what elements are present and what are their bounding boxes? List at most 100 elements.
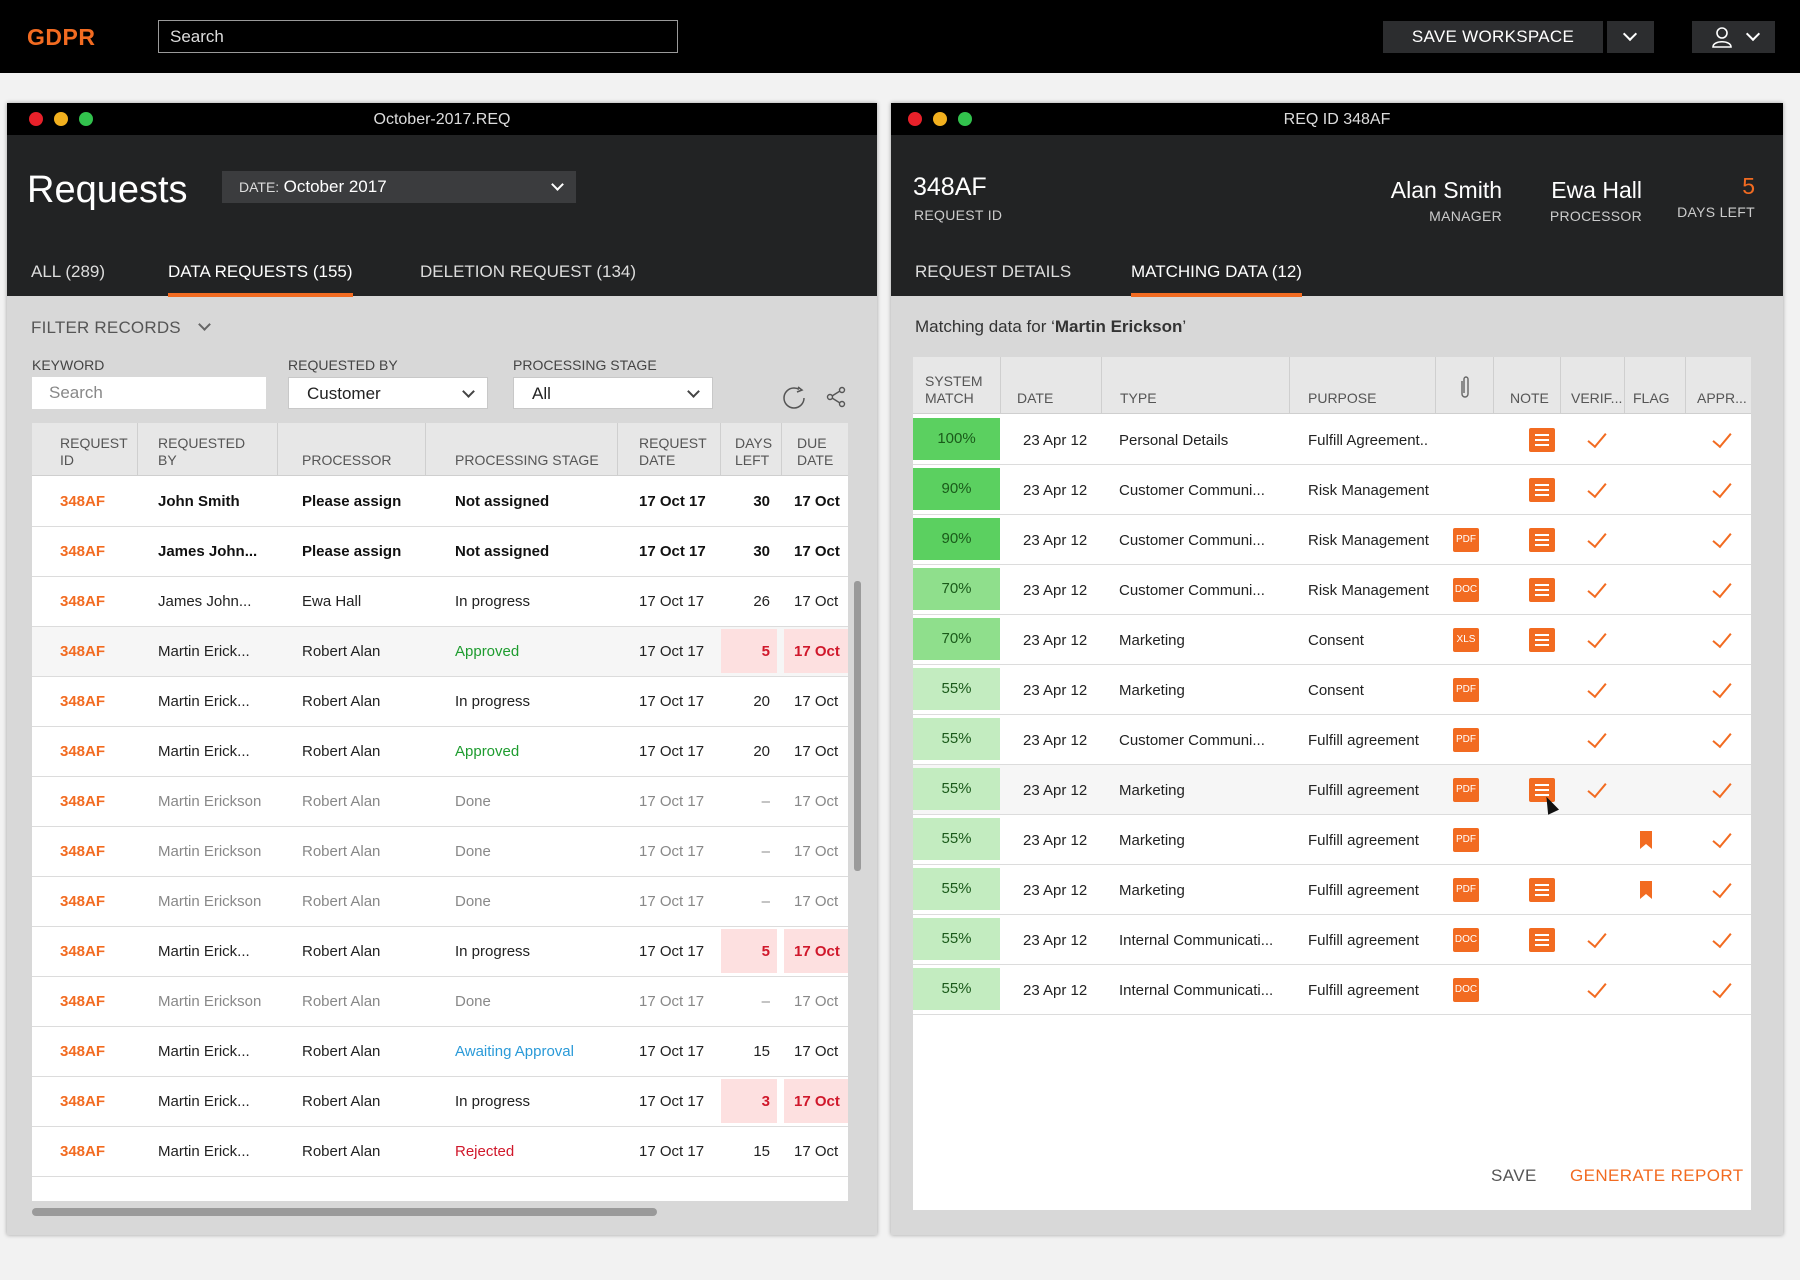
col-requested-by[interactable]: REQUESTED BY xyxy=(158,435,246,468)
table-row[interactable]: 100% 23 Apr 12 Personal Details Fulfill Agr… xyxy=(913,415,1751,465)
share-icon[interactable] xyxy=(824,385,848,409)
request-id-cell[interactable]: 348AF xyxy=(60,943,106,960)
file-pdf-icon[interactable]: PDF xyxy=(1453,678,1479,702)
table-row[interactable]: 348AF James John... Please assign Not assig… xyxy=(32,527,848,577)
request-id-cell[interactable]: 348AF xyxy=(60,643,106,660)
file-pdf-icon[interactable]: PDF xyxy=(1453,728,1479,752)
col-processing-stage[interactable]: PROCESSING STAGE xyxy=(455,452,599,468)
flag-icon[interactable] xyxy=(1640,881,1652,899)
col-type[interactable]: TYPE xyxy=(1120,390,1157,406)
table-row[interactable]: 348AF Martin Erickson Robert Alan Done 17 Oc… xyxy=(32,977,848,1027)
table-row[interactable]: 348AF Martin Erickson Robert Alan Done 17 Oc… xyxy=(32,777,848,827)
file-doc-icon[interactable]: DOC xyxy=(1453,978,1479,1002)
filter-records-toggle[interactable]: FILTER RECORDS xyxy=(31,318,211,338)
file-xls-icon[interactable]: XLS xyxy=(1453,628,1479,652)
verified-check-icon[interactable] xyxy=(1587,577,1607,599)
request-id-cell[interactable]: 348AF xyxy=(60,543,106,560)
request-id-cell[interactable]: 348AF xyxy=(60,1143,106,1160)
file-pdf-icon[interactable]: PDF xyxy=(1453,778,1479,802)
verified-check-icon[interactable] xyxy=(1587,677,1607,699)
table-row[interactable]: 348AF John Smith Please assign Not assigned… xyxy=(32,477,848,527)
note-icon[interactable] xyxy=(1529,528,1555,552)
global-search-input[interactable]: Search xyxy=(158,20,678,53)
approved-check-icon[interactable] xyxy=(1712,627,1732,649)
flag-icon[interactable] xyxy=(1640,831,1652,849)
table-row[interactable]: 90% 23 Apr 12 Customer Communi... Risk Mana… xyxy=(913,465,1751,515)
verified-check-icon[interactable] xyxy=(1587,627,1607,649)
verified-check-icon[interactable] xyxy=(1587,977,1607,999)
save-workspace-button[interactable]: SAVE WORKSPACE xyxy=(1383,21,1603,53)
verified-check-icon[interactable] xyxy=(1587,427,1607,449)
table-row[interactable]: 55% 23 Apr 12 Customer Communi... Fulfill a… xyxy=(913,715,1751,765)
vertical-scrollbar[interactable] xyxy=(854,581,861,871)
maximize-window-button[interactable] xyxy=(958,112,972,126)
table-row[interactable]: 348AF Martin Erickson Robert Alan Done 17 Oc… xyxy=(32,827,848,877)
table-row[interactable]: 348AF James John... Ewa Hall In progress 17 … xyxy=(32,577,848,627)
table-row[interactable]: 348AF Martin Erick... Robert Alan In progre… xyxy=(32,1077,848,1127)
verified-check-icon[interactable] xyxy=(1587,727,1607,749)
request-id-cell[interactable]: 348AF xyxy=(60,793,106,810)
verified-check-icon[interactable] xyxy=(1587,927,1607,949)
request-id-cell[interactable]: 348AF xyxy=(60,743,106,760)
approved-check-icon[interactable] xyxy=(1712,527,1732,549)
col-date[interactable]: DATE xyxy=(1017,390,1054,406)
note-icon[interactable] xyxy=(1529,778,1555,802)
user-menu-button[interactable] xyxy=(1692,21,1775,53)
refresh-icon[interactable] xyxy=(780,383,808,411)
note-icon[interactable] xyxy=(1529,428,1555,452)
close-window-button[interactable] xyxy=(908,112,922,126)
note-icon[interactable] xyxy=(1529,928,1555,952)
table-row[interactable]: 55% 23 Apr 12 Marketing Fulfill agreement PD… xyxy=(913,815,1751,865)
file-pdf-icon[interactable]: PDF xyxy=(1453,528,1479,552)
request-id-cell[interactable]: 348AF xyxy=(60,593,106,610)
col-request-id[interactable]: REQUEST ID xyxy=(60,435,128,468)
verified-check-icon[interactable] xyxy=(1587,527,1607,549)
table-row[interactable]: 55% 23 Apr 12 Marketing Fulfill agreement PD… xyxy=(913,865,1751,915)
approved-check-icon[interactable] xyxy=(1712,877,1732,899)
minimize-window-button[interactable] xyxy=(54,112,68,126)
table-row[interactable]: 70% 23 Apr 12 Marketing Consent XLS xyxy=(913,615,1751,665)
request-id-cell[interactable]: 348AF xyxy=(60,993,106,1010)
requested-by-select[interactable]: Customer xyxy=(288,377,488,409)
request-id-cell[interactable]: 348AF xyxy=(60,843,106,860)
workspace-menu-button[interactable] xyxy=(1607,21,1654,53)
note-icon[interactable] xyxy=(1529,478,1555,502)
maximize-window-button[interactable] xyxy=(79,112,93,126)
date-select[interactable]: DATE: October 2017 xyxy=(222,171,576,203)
col-note[interactable]: NOTE xyxy=(1510,390,1549,406)
approved-check-icon[interactable] xyxy=(1712,977,1732,999)
approved-check-icon[interactable] xyxy=(1712,427,1732,449)
col-flag[interactable]: FLAG xyxy=(1633,390,1670,406)
table-row[interactable]: 55% 23 Apr 12 Marketing Consent PDF xyxy=(913,665,1751,715)
col-purpose[interactable]: PURPOSE xyxy=(1308,390,1377,406)
tab-data-requests[interactable]: DATA REQUESTS (155) xyxy=(168,262,353,297)
table-row[interactable]: 348AF Martin Erick... Robert Alan In progre… xyxy=(32,927,848,977)
table-row[interactable]: 55% 23 Apr 12 Marketing Fulfill agreement PD… xyxy=(913,765,1751,815)
col-approved[interactable]: APPR... xyxy=(1697,390,1747,406)
request-id-cell[interactable]: 348AF xyxy=(60,693,106,710)
note-icon[interactable] xyxy=(1529,878,1555,902)
file-pdf-icon[interactable]: PDF xyxy=(1453,828,1479,852)
table-row[interactable]: 348AF Martin Erick... Robert Alan Rejected 1… xyxy=(32,1127,848,1177)
table-row[interactable]: 348AF Martin Erick... Robert Alan Approved 1… xyxy=(32,627,848,677)
approved-check-icon[interactable] xyxy=(1712,827,1732,849)
minimize-window-button[interactable] xyxy=(933,112,947,126)
table-row[interactable]: 55% 23 Apr 12 Internal Communicati... Fulfi… xyxy=(913,915,1751,965)
file-doc-icon[interactable]: DOC xyxy=(1453,578,1479,602)
table-row[interactable]: 348AF Martin Erick... Robert Alan Awaiting … xyxy=(32,1027,848,1077)
approved-check-icon[interactable] xyxy=(1712,727,1732,749)
generate-report-button[interactable]: GENERATE REPORT xyxy=(1570,1166,1744,1185)
approved-check-icon[interactable] xyxy=(1712,577,1732,599)
tab-matching-data[interactable]: MATCHING DATA (12) xyxy=(1131,262,1302,297)
table-row[interactable]: 348AF Martin Erick... Robert Alan Approved 1… xyxy=(32,727,848,777)
file-pdf-icon[interactable]: PDF xyxy=(1453,878,1479,902)
note-icon[interactable] xyxy=(1529,628,1555,652)
processing-stage-select[interactable]: All xyxy=(513,377,713,409)
note-icon[interactable] xyxy=(1529,578,1555,602)
request-id-cell[interactable]: 348AF xyxy=(60,493,106,510)
col-days-left[interactable]: DAYS LEFT xyxy=(735,435,773,468)
keyword-search-input[interactable]: Search xyxy=(32,377,266,409)
table-row[interactable]: 70% 23 Apr 12 Customer Communi... Risk Mana… xyxy=(913,565,1751,615)
request-id-cell[interactable]: 348AF xyxy=(60,1093,106,1110)
col-system-match[interactable]: SYSTEM MATCH xyxy=(925,373,983,406)
